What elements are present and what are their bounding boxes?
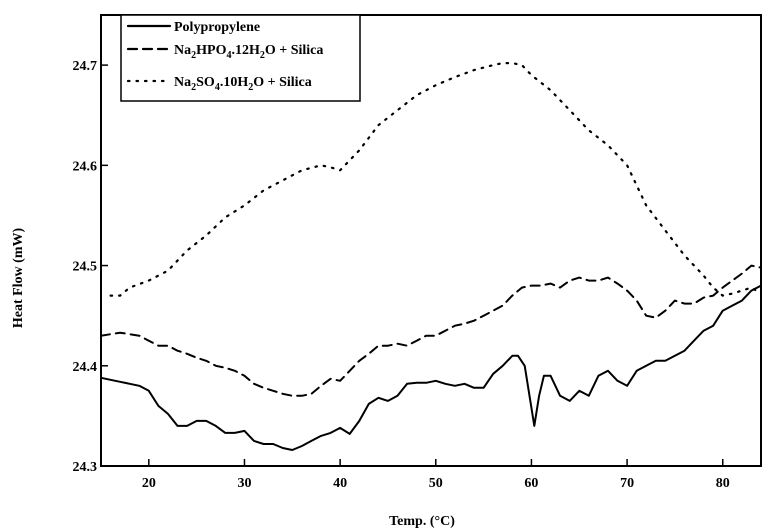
series-line-dashed: [100, 264, 762, 397]
y-axis-title: Heat Flow (mW): [11, 228, 26, 329]
legend-box: [120, 14, 361, 102]
x-tick-label: 40: [333, 476, 347, 491]
x-tick-label: 60: [524, 476, 538, 491]
series-layer: [100, 62, 763, 451]
legend-label: Na2SO4.10H2O + Silica: [174, 75, 312, 93]
y-tick-label: 24.5: [73, 260, 98, 275]
y-tick-label: 24.7: [73, 59, 98, 74]
x-tick-label: 80: [716, 476, 730, 491]
x-tick-label: 50: [429, 476, 443, 491]
axis-ticks: 20 30 40 50 60 70 80 24.3 24.4 24.5 24.6 24.7: [73, 59, 730, 491]
legend-label: Polypropylene: [174, 20, 260, 35]
x-tick-label: 70: [620, 476, 634, 491]
plot-area: [100, 14, 762, 467]
x-tick-label: 30: [237, 476, 251, 491]
x-tick-label: 20: [142, 476, 156, 491]
x-axis-title: Temp. (°C): [389, 514, 455, 529]
legend: Polypropylene Na2HPO4.12H2O + Silica Na2SO…: [120, 14, 361, 102]
y-tick-label: 24.3: [73, 460, 98, 475]
y-tick-label: 24.6: [73, 159, 98, 174]
y-tick-label: 24.4: [73, 360, 98, 375]
series-line-dotted: [109, 62, 763, 297]
series-line-solid: [100, 284, 762, 451]
legend-label: Na2HPO4.12H2O + Silica: [174, 43, 323, 61]
plot-frame: [100, 14, 762, 467]
